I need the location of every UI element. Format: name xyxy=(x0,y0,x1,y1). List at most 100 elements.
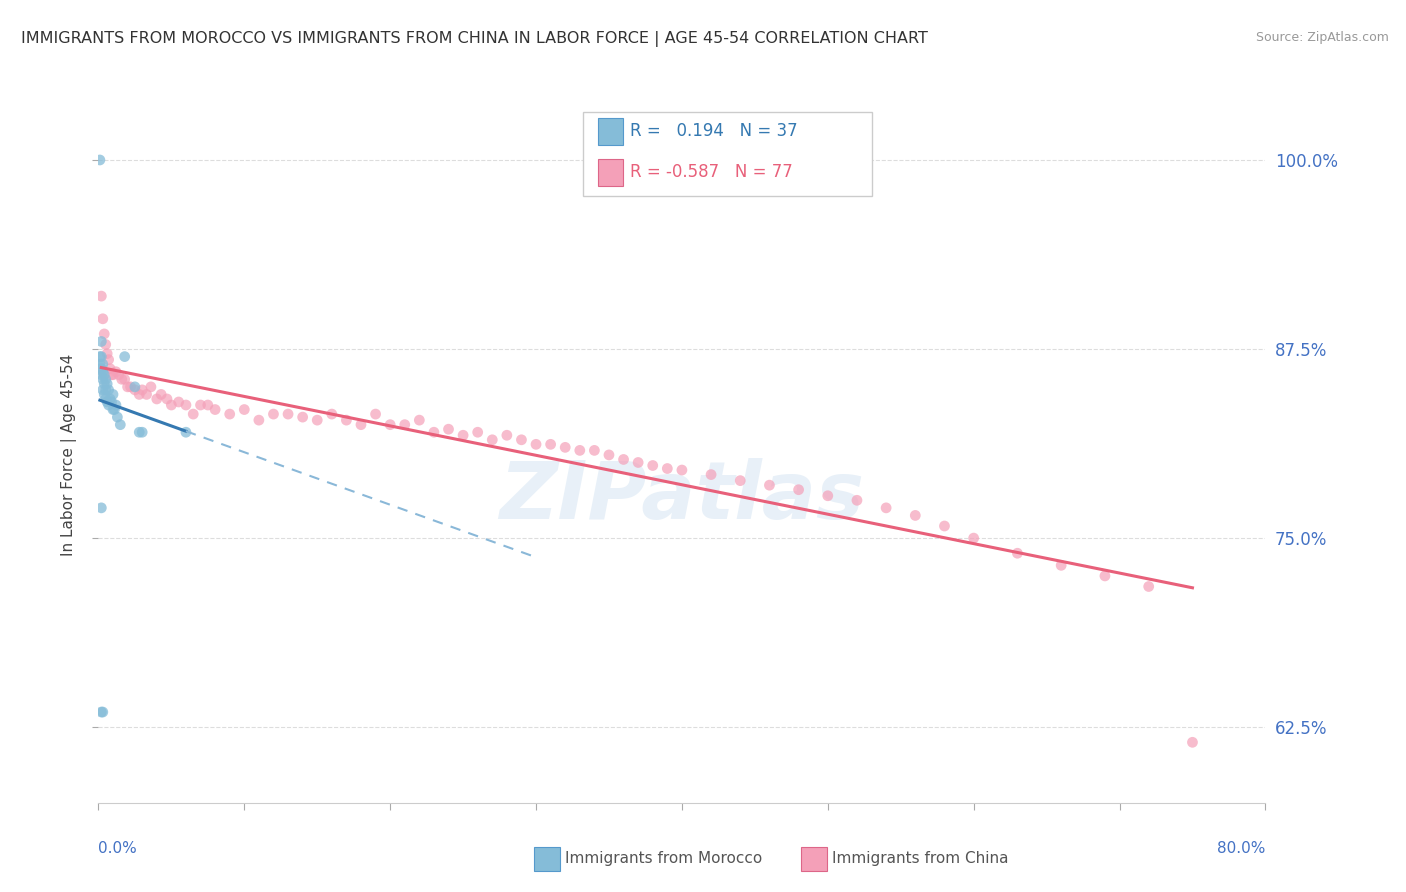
Point xyxy=(817,489,839,503)
Point xyxy=(103,402,125,417)
Point xyxy=(94,383,117,397)
Point xyxy=(90,361,112,376)
Point xyxy=(233,402,256,417)
Point xyxy=(904,508,927,523)
Point xyxy=(105,410,128,425)
Text: 80.0%: 80.0% xyxy=(1218,840,1265,855)
Point xyxy=(160,398,183,412)
Point xyxy=(96,346,118,360)
Point xyxy=(204,402,226,417)
Point xyxy=(91,383,114,397)
Point xyxy=(451,428,474,442)
Point xyxy=(91,365,114,379)
Point xyxy=(671,463,693,477)
Point xyxy=(554,441,576,455)
Point xyxy=(89,350,111,364)
Point xyxy=(135,387,157,401)
Point xyxy=(94,337,117,351)
Point xyxy=(262,407,284,421)
Point xyxy=(114,372,136,386)
Point xyxy=(146,392,169,406)
Point xyxy=(481,433,503,447)
Point xyxy=(139,380,162,394)
Point xyxy=(437,422,460,436)
Point xyxy=(128,387,150,401)
Point xyxy=(380,417,402,432)
Point xyxy=(91,357,114,371)
Point xyxy=(627,455,650,469)
Point xyxy=(277,407,299,421)
Point xyxy=(1137,580,1160,594)
Point xyxy=(97,398,120,412)
Point xyxy=(90,350,112,364)
Point xyxy=(394,417,416,432)
Text: R =   0.194   N = 37: R = 0.194 N = 37 xyxy=(630,122,797,140)
Point xyxy=(408,413,430,427)
Point xyxy=(846,493,869,508)
Point xyxy=(1094,569,1116,583)
Point xyxy=(174,425,197,440)
Text: Source: ZipAtlas.com: Source: ZipAtlas.com xyxy=(1256,31,1389,45)
Y-axis label: In Labor Force | Age 45-54: In Labor Force | Age 45-54 xyxy=(60,354,77,556)
Point xyxy=(101,387,124,401)
Point xyxy=(962,531,984,545)
Point xyxy=(114,350,136,364)
Point xyxy=(93,368,115,382)
Point xyxy=(104,398,127,412)
Point xyxy=(335,413,357,427)
Point xyxy=(89,357,111,371)
Point xyxy=(156,392,179,406)
Point xyxy=(583,443,606,458)
Text: Immigrants from Morocco: Immigrants from Morocco xyxy=(565,852,762,866)
Point xyxy=(321,407,343,421)
Point xyxy=(93,376,115,391)
Point xyxy=(131,425,153,440)
Text: R = -0.587   N = 77: R = -0.587 N = 77 xyxy=(630,163,793,181)
Text: ZIPatlas: ZIPatlas xyxy=(499,458,865,536)
Point xyxy=(423,425,446,440)
Text: Immigrants from China: Immigrants from China xyxy=(832,852,1010,866)
Point xyxy=(167,395,190,409)
Point xyxy=(120,380,142,394)
Point xyxy=(181,407,204,421)
Point xyxy=(150,387,173,401)
Point xyxy=(98,361,121,376)
Text: IMMIGRANTS FROM MOROCCO VS IMMIGRANTS FROM CHINA IN LABOR FORCE | AGE 45-54 CORR: IMMIGRANTS FROM MOROCCO VS IMMIGRANTS FR… xyxy=(21,31,928,47)
Point xyxy=(110,417,132,432)
Point xyxy=(100,368,122,382)
Point xyxy=(218,407,240,421)
Point xyxy=(131,383,153,397)
Point xyxy=(93,387,115,401)
Point xyxy=(540,437,562,451)
Point xyxy=(510,433,533,447)
Text: 0.0%: 0.0% xyxy=(98,840,138,855)
Point xyxy=(108,368,131,382)
Point xyxy=(700,467,723,482)
Point xyxy=(307,413,329,427)
Point xyxy=(612,452,634,467)
Point xyxy=(496,428,519,442)
Point xyxy=(1050,558,1073,573)
Point xyxy=(90,368,112,382)
Point xyxy=(128,425,150,440)
Point xyxy=(104,365,127,379)
Point xyxy=(291,410,314,425)
Point xyxy=(1181,735,1204,749)
Point xyxy=(89,153,111,167)
Point xyxy=(758,478,780,492)
Point xyxy=(197,398,219,412)
Point xyxy=(100,395,122,409)
Point xyxy=(97,352,120,367)
Point xyxy=(364,407,387,421)
Point xyxy=(101,368,124,382)
Point xyxy=(875,500,897,515)
Point xyxy=(124,383,146,397)
Point xyxy=(111,372,134,386)
Point xyxy=(124,380,146,394)
Point xyxy=(568,443,591,458)
Point xyxy=(641,458,664,473)
Point xyxy=(91,311,114,326)
Point xyxy=(117,380,139,394)
Point xyxy=(93,326,115,341)
Point xyxy=(1007,546,1029,560)
